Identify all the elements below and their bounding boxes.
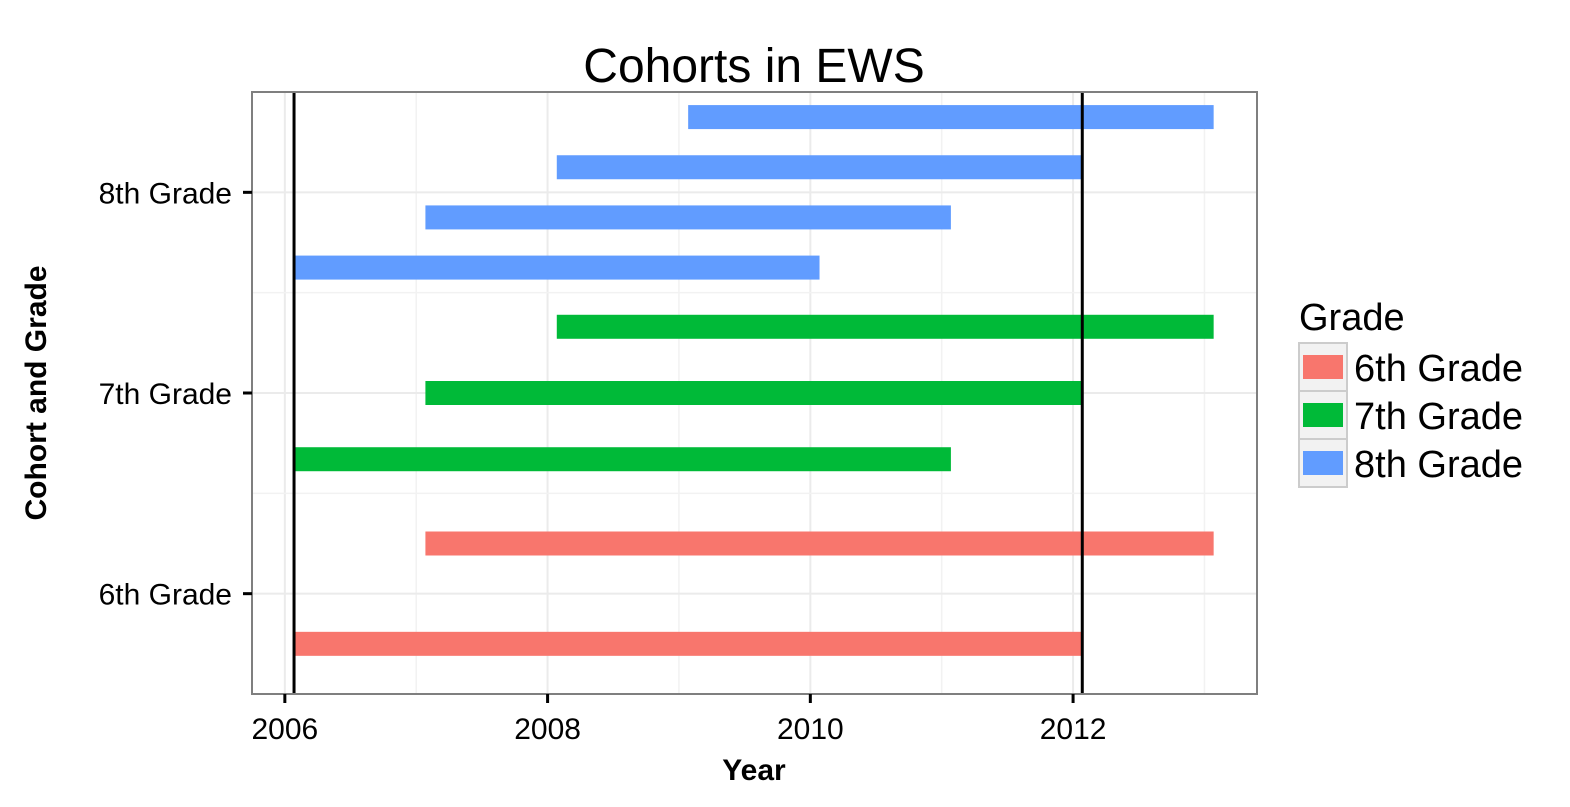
cohort-bar: [688, 105, 1214, 130]
x-axis-title: Year: [722, 754, 786, 787]
cohort-bar: [294, 447, 951, 472]
legend-swatch: [1303, 355, 1343, 379]
cohort-bar: [556, 314, 1214, 339]
cohort-bar: [294, 631, 1083, 656]
legend-swatch: [1303, 403, 1343, 427]
x-tick-label: 2006: [251, 713, 318, 746]
y-axis-title: Cohort and Grade: [20, 265, 53, 520]
x-tick-label: 2012: [1040, 713, 1107, 746]
cohort-bar: [294, 255, 820, 280]
legend-label: 6th Grade: [1354, 348, 1523, 390]
legend: Grade 6th Grade 7th Grade 8th Grade: [1298, 297, 1523, 488]
x-axis: 2006 2008 2010 2012: [251, 694, 1106, 746]
y-tick-label: 7th Grade: [99, 378, 232, 411]
bars-layer: [294, 105, 1214, 656]
legend-title: Grade: [1299, 297, 1405, 339]
y-axis: 6th Grade 7th Grade 8th Grade: [99, 177, 252, 612]
chart-title: Cohorts in EWS: [583, 40, 924, 93]
y-tick-label: 8th Grade: [99, 177, 232, 210]
cohort-bar: [425, 531, 1214, 556]
vline-layer: [292, 92, 1084, 694]
x-tick-label: 2010: [777, 713, 844, 746]
cohort-bar: [425, 381, 1083, 405]
legend-label: 8th Grade: [1354, 444, 1523, 486]
legend-label: 7th Grade: [1354, 396, 1523, 438]
x-tick-label: 2008: [514, 713, 581, 746]
y-tick-label: 6th Grade: [99, 579, 232, 612]
legend-entries: 6th Grade 7th Grade 8th Grade: [1298, 342, 1523, 488]
cohort-bar: [556, 155, 1083, 180]
legend-swatch: [1303, 451, 1343, 475]
cohort-bar: [425, 205, 951, 230]
